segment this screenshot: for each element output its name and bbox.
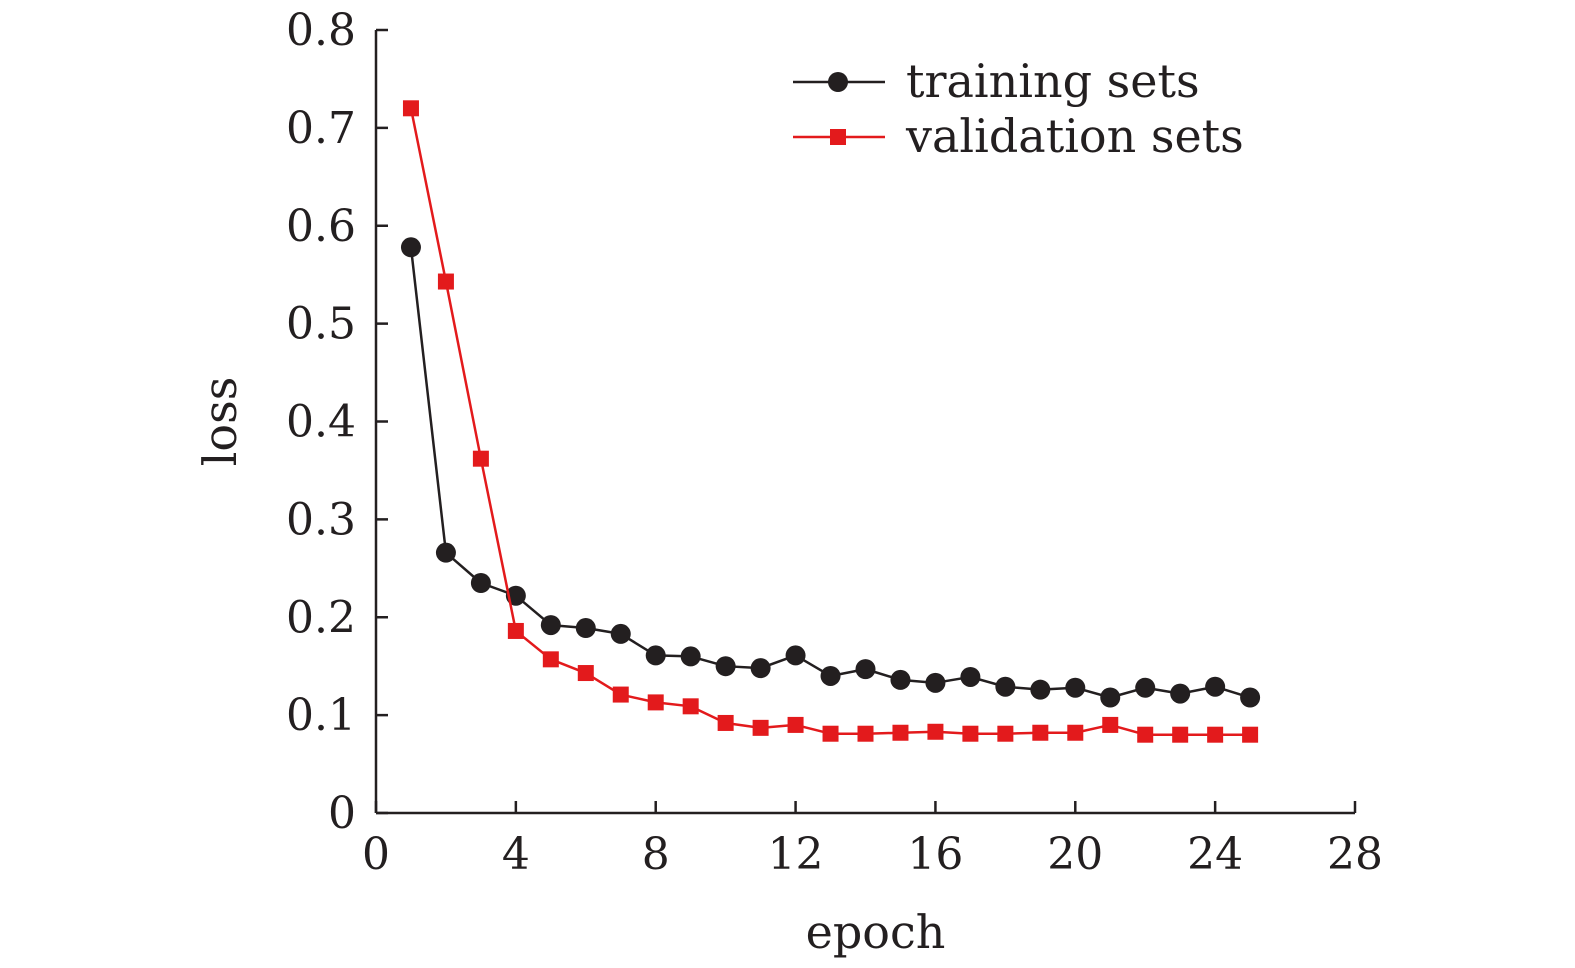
data-point <box>1172 726 1189 743</box>
data-point <box>1100 687 1121 708</box>
y-tick-label: 0.3 <box>286 494 356 545</box>
data-point <box>960 666 981 687</box>
data-point <box>1205 676 1226 697</box>
data-point <box>1102 716 1119 733</box>
legend-label-training: training sets <box>906 54 1200 108</box>
data-point <box>402 100 419 117</box>
x-tick-label: 16 <box>907 829 963 880</box>
y-axis-title: loss <box>193 377 247 467</box>
y-tick-label: 0.2 <box>286 592 356 643</box>
data-point <box>787 716 804 733</box>
data-point <box>542 651 559 668</box>
data-point <box>997 725 1014 742</box>
data-point <box>647 694 664 711</box>
data-point <box>1137 726 1154 743</box>
data-point <box>962 725 979 742</box>
data-point <box>855 659 876 680</box>
data-point <box>1065 677 1086 698</box>
y-tick-label: 0.8 <box>286 5 356 56</box>
series-validation <box>402 100 1259 743</box>
data-point <box>472 450 489 467</box>
x-tick-label: 28 <box>1327 829 1383 880</box>
data-point <box>1240 687 1261 708</box>
data-point <box>1207 726 1224 743</box>
data-point <box>750 658 771 679</box>
data-point <box>540 615 561 636</box>
legend-entry-training: training sets <box>793 54 1200 108</box>
data-point <box>1030 679 1051 700</box>
data-point <box>1170 683 1191 704</box>
series-line <box>409 108 1251 736</box>
x-tick-label: 24 <box>1187 829 1243 880</box>
data-point <box>752 719 769 736</box>
x-axis-title: epoch <box>806 905 946 959</box>
data-point <box>822 725 839 742</box>
data-point <box>925 672 946 693</box>
data-point <box>1032 724 1049 741</box>
x-tick-label: 8 <box>642 829 670 880</box>
legend-entry-validation: validation sets <box>793 109 1244 163</box>
data-point <box>682 698 699 715</box>
data-point <box>435 542 456 563</box>
data-point <box>892 724 909 741</box>
y-tick-label: 0.6 <box>286 201 356 252</box>
y-tick-label: 0.7 <box>286 103 356 154</box>
data-point <box>437 273 454 290</box>
x-tick-label: 20 <box>1047 829 1103 880</box>
y-tick-label: 0.4 <box>286 397 356 448</box>
data-point <box>890 669 911 690</box>
data-point <box>715 656 736 677</box>
x-tick-label: 12 <box>768 829 824 880</box>
data-point <box>577 665 594 682</box>
data-point <box>645 645 666 666</box>
series-line <box>409 247 1251 699</box>
legend-marker-training <box>828 72 848 92</box>
data-point <box>1135 677 1156 698</box>
data-point <box>1067 724 1084 741</box>
data-point <box>785 645 806 666</box>
legend: training sets validation sets <box>793 54 1244 163</box>
data-point <box>507 622 524 639</box>
data-point <box>612 686 629 703</box>
data-point <box>717 714 734 731</box>
series-training <box>400 237 1261 708</box>
data-point <box>575 618 596 639</box>
x-tick-label: 4 <box>502 829 530 880</box>
data-point <box>680 646 701 667</box>
data-point <box>1242 726 1259 743</box>
y-tick-label: 0.5 <box>286 299 356 350</box>
data-point <box>927 723 944 740</box>
data-point <box>820 665 841 686</box>
y-tick-label: 0 <box>328 788 356 839</box>
data-point <box>995 676 1016 697</box>
y-tick-label: 0.1 <box>286 690 356 741</box>
data-point <box>857 725 874 742</box>
legend-marker-validation <box>830 129 846 145</box>
series <box>400 100 1261 743</box>
data-point <box>470 572 491 593</box>
data-point <box>400 237 421 258</box>
ticks: 0 4 8 12 16 20 24 28 0 0.1 0.2 0.3 0.4 0.5 0.6 0.7 0.8 <box>286 5 1383 880</box>
x-tick-label: 0 <box>362 829 390 880</box>
legend-label-validation: validation sets <box>905 109 1244 163</box>
data-point <box>610 623 631 644</box>
